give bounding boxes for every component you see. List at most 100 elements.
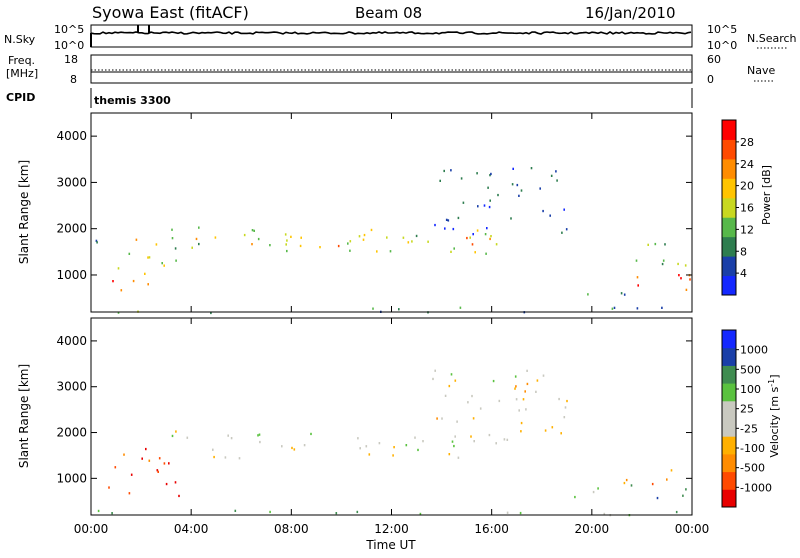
data-cell [411, 240, 413, 243]
data-cell [147, 283, 149, 286]
data-cell [623, 481, 626, 485]
data-cell [503, 438, 506, 441]
data-cell [680, 277, 682, 280]
data-cell [495, 243, 498, 246]
velocity-colorbar-tick-label: -25 [740, 422, 758, 435]
velocity-colorbar-tick-label: 25 [740, 403, 754, 416]
data-cell [474, 251, 476, 254]
data-cell [117, 311, 120, 314]
data-cell [286, 239, 288, 242]
data-cell [269, 244, 271, 247]
data-cell [368, 453, 371, 456]
velocity-panel: 1000 2000 3000 4000 00:00 04:00 08:00 12:00 16:… [17, 317, 781, 552]
data-cell [636, 276, 639, 279]
data-cell [450, 250, 452, 253]
data-cell [234, 509, 237, 512]
velocity-y-axis: 1000 2000 3000 4000 [56, 334, 692, 485]
data-cell [210, 311, 212, 315]
data-cell [111, 512, 113, 515]
data-cell [258, 433, 261, 436]
data-cell [550, 174, 553, 177]
data-cell [514, 375, 517, 378]
power-colorbar-tick-label: 28 [740, 136, 754, 149]
data-cell [473, 440, 475, 443]
data-cell [427, 240, 429, 243]
data-cell [542, 209, 544, 213]
data-cell [299, 244, 302, 248]
power-colorbar-swatch [722, 178, 736, 199]
data-cell [661, 262, 664, 266]
data-cell [476, 172, 478, 175]
data-cell [132, 279, 135, 283]
data-cell [213, 455, 215, 459]
y-tick-label: 1000 [56, 268, 87, 282]
data-cell [603, 512, 606, 516]
data-cell [522, 398, 525, 401]
data-cell [112, 280, 114, 283]
data-cell [357, 437, 359, 440]
data-cell [651, 482, 654, 486]
y-tick-label: 1000 [56, 471, 87, 485]
data-cell [551, 426, 554, 429]
data-cell [257, 434, 259, 437]
nsky-tick-bottom: 10^0 [54, 39, 84, 52]
power-colorbar-label: Power [dB] [760, 165, 773, 225]
power-colorbar-tick-label: 24 [740, 158, 754, 171]
data-cell [506, 438, 509, 441]
data-cell [123, 453, 125, 456]
y-tick-label: 3000 [56, 175, 87, 189]
velocity-colorbar-frame [721, 329, 737, 508]
power-colorbar-tick-label: 4 [740, 267, 747, 280]
data-cell [636, 307, 639, 310]
data-cell [471, 243, 474, 246]
velocity-colorbar-tick-label: -1000 [740, 481, 772, 494]
data-cell [372, 307, 374, 310]
data-cell [675, 510, 678, 514]
data-cell [450, 169, 452, 172]
data-cell [178, 494, 180, 498]
data-cell [487, 186, 489, 189]
data-cell [174, 481, 177, 484]
data-cell [415, 234, 418, 238]
data-cell [661, 306, 663, 309]
velocity-colorbar-swatch [722, 400, 736, 419]
data-cell [432, 377, 434, 381]
data-cell [303, 444, 306, 447]
data-cell [452, 227, 455, 231]
power-colorbar: 4 8 12 16 20 24 28 [721, 119, 754, 296]
data-cell [563, 208, 565, 211]
data-cell [230, 437, 233, 440]
data-cell [238, 457, 241, 460]
data-cell [417, 448, 419, 452]
data-cell [611, 307, 614, 310]
data-cell [163, 462, 166, 465]
velocity-colorbar-swatch [722, 347, 736, 366]
data-cell [456, 420, 458, 423]
data-cell [444, 394, 447, 397]
x-tick-label: 16:00 [474, 522, 509, 536]
y-tick-label: 4000 [56, 334, 87, 348]
data-cell [520, 430, 522, 433]
power-colorbar-tick-label: 12 [740, 223, 754, 236]
data-cell [392, 454, 394, 457]
data-cell [422, 440, 424, 443]
data-cell [443, 169, 445, 173]
data-cell [467, 401, 469, 404]
data-cell [514, 387, 516, 390]
data-cell [257, 237, 260, 241]
data-cell [95, 239, 98, 242]
data-cell [405, 444, 408, 447]
date-title: 16/Jan/2010 [585, 4, 676, 22]
data-cell [490, 172, 492, 176]
data-cell [114, 466, 117, 469]
freq-label: Freq. [8, 54, 35, 67]
power-x-ticks [90, 113, 693, 312]
data-cell [564, 406, 567, 409]
velocity-colorbar-tick-label: -100 [740, 442, 765, 455]
data-cell [654, 242, 657, 246]
data-cell [685, 288, 688, 291]
nsearch-tick-bottom: 10^0 [707, 39, 737, 52]
data-cell [549, 214, 551, 217]
data-cell [459, 306, 462, 309]
